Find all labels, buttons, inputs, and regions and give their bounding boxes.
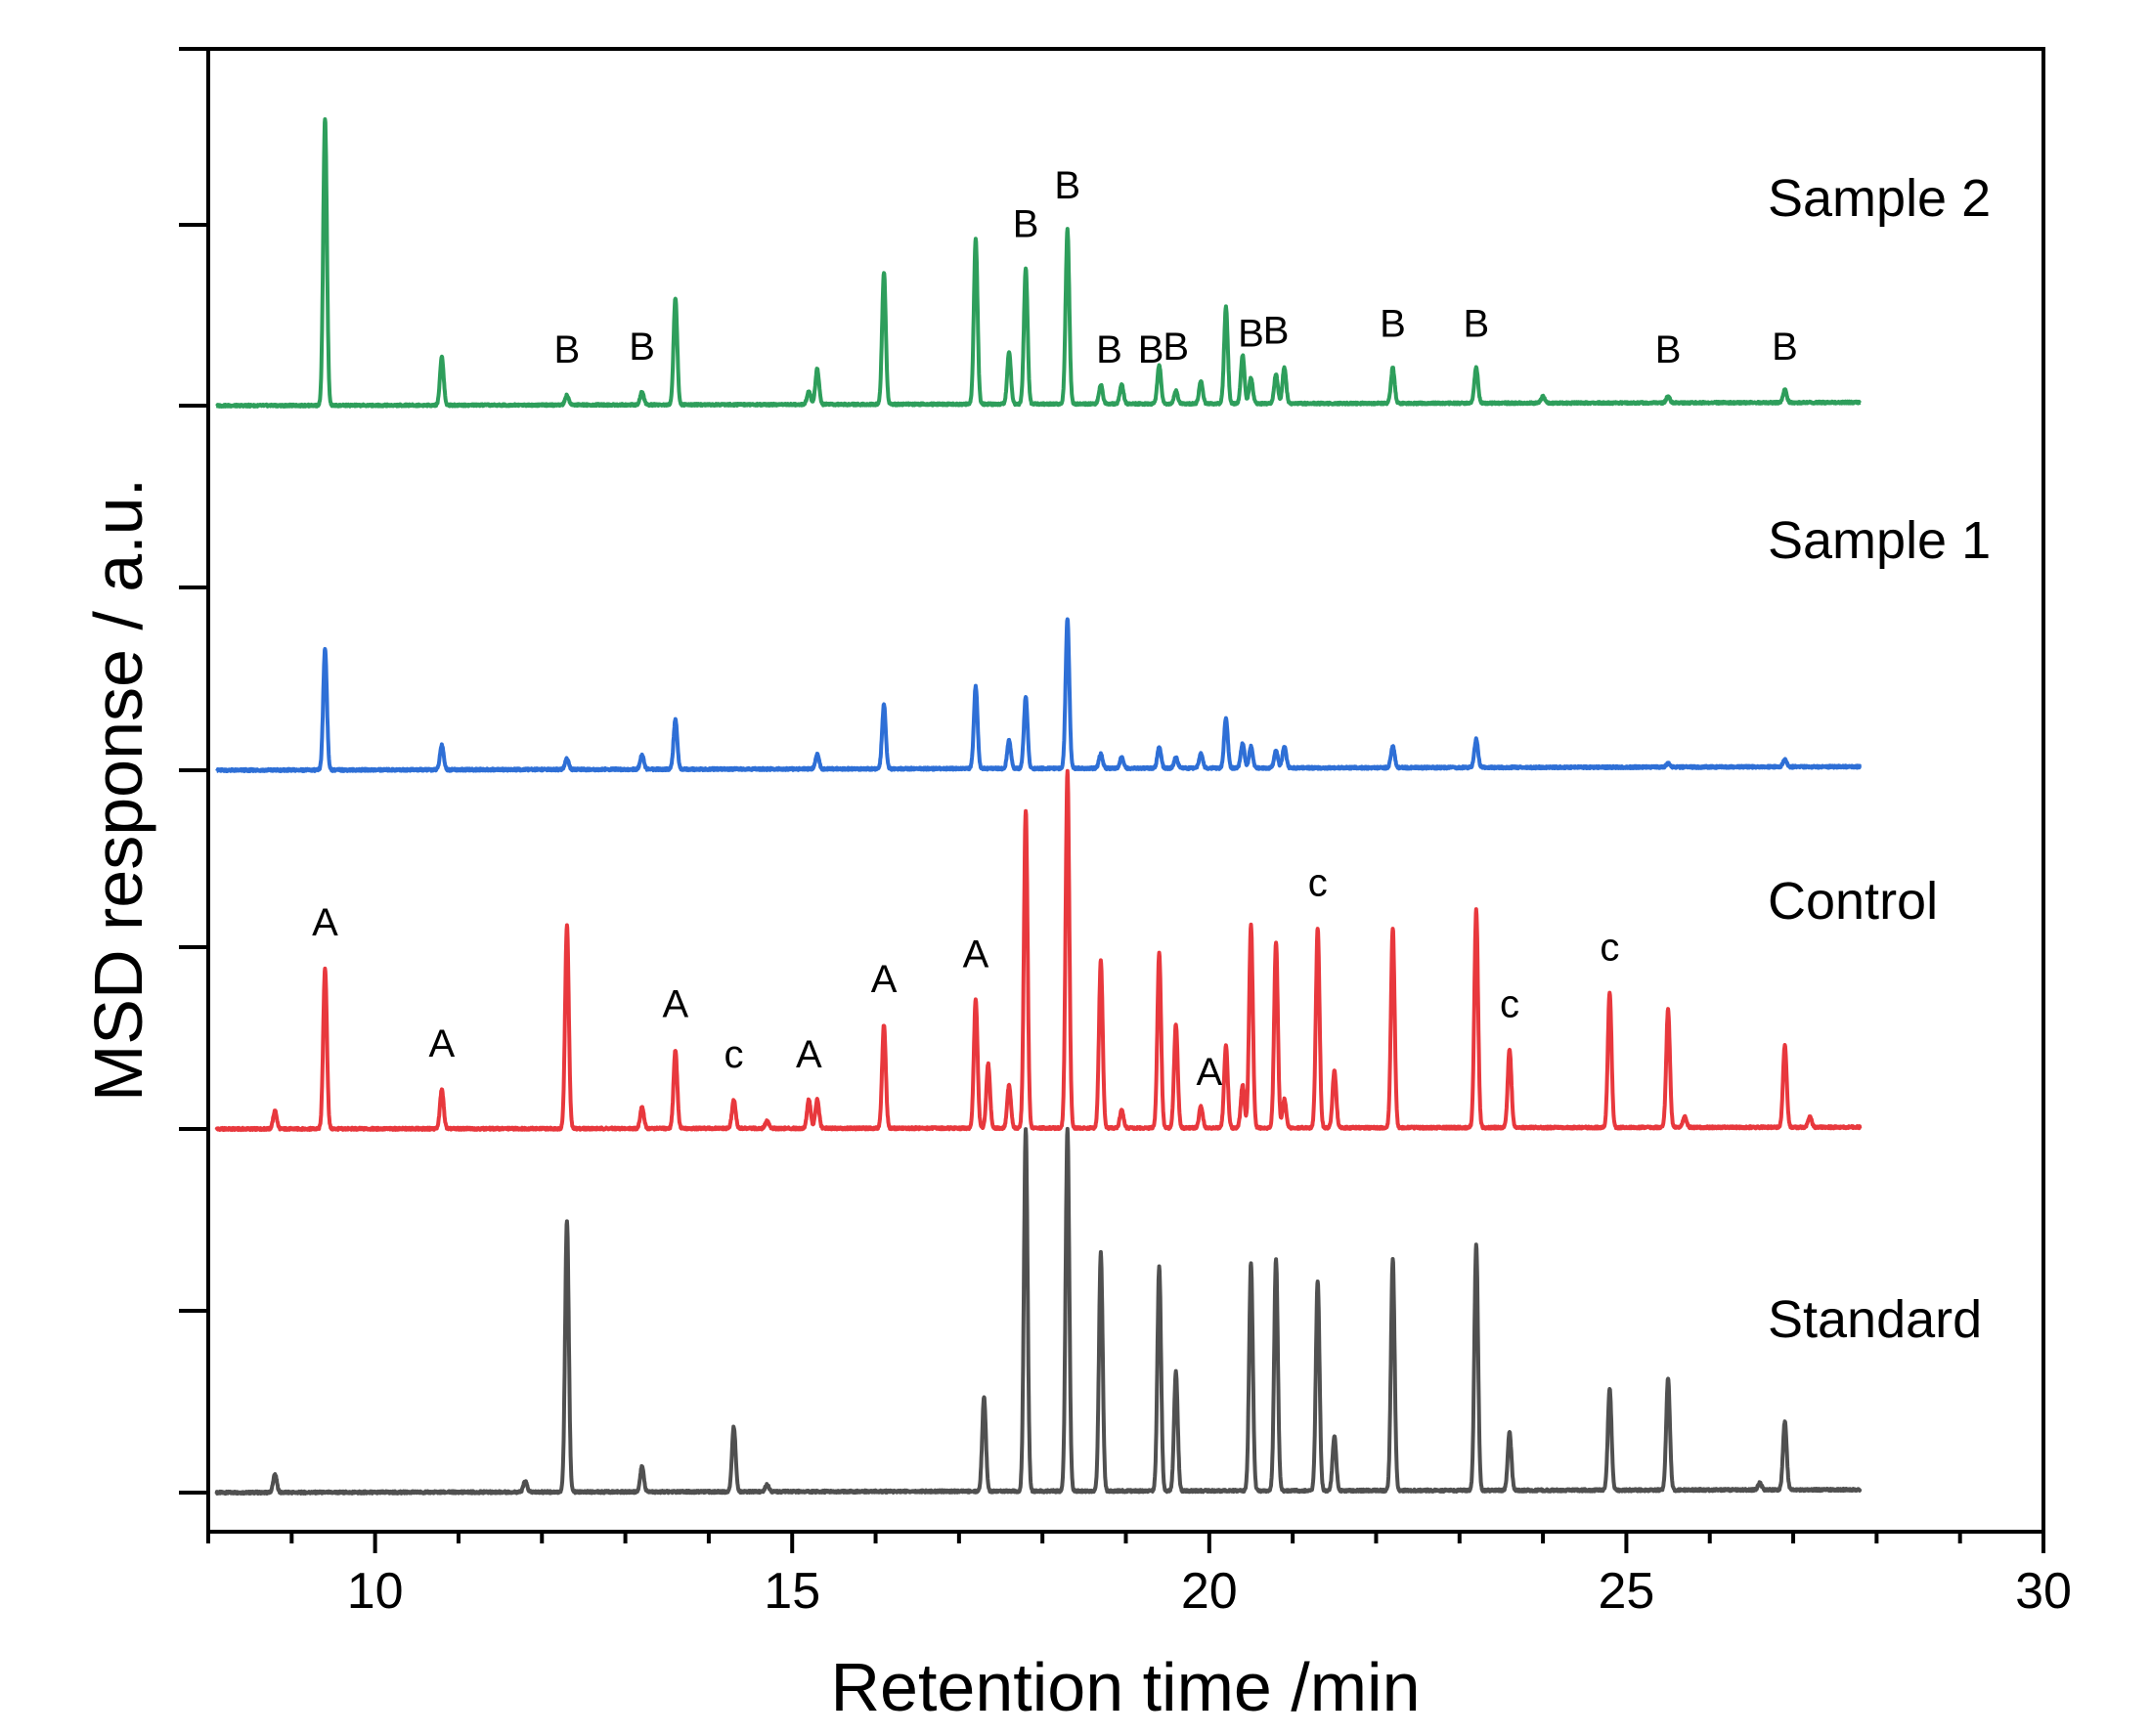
peak-label: B [1238,313,1264,356]
peak-label: A [1196,1051,1222,1094]
x-tick-label: 30 [2015,1563,2072,1620]
series-name: Sample 1 [1768,511,1991,570]
x-axis-label: Retention time /min [830,1649,1420,1725]
peak-label: B [1772,326,1798,369]
peak-label: B [1263,309,1290,352]
peak-label: B [1096,328,1122,371]
series-name: Sample 2 [1768,169,1991,228]
peak-label: c [1600,926,1619,969]
peak-label: B [554,328,581,371]
trace-sample-1 [214,617,1863,773]
trace-sample-2 [214,117,1862,409]
peak-label: B [1163,326,1189,369]
y-axis-ticks [179,47,208,1495]
series-name: Control [1768,872,1938,931]
peak-label: c [1308,862,1328,905]
peak-label: A [871,958,898,1001]
series-names: Standard Control Sample 1 Sample 2 [1768,169,1991,1349]
trace-control [214,768,1863,1133]
peak-label: B [1138,328,1164,371]
peak-label: c [1500,983,1519,1026]
peak-label: A [429,1022,456,1065]
x-tick-label: 20 [1181,1563,1238,1620]
peak-label: A [796,1033,822,1076]
peak-label: B [1380,303,1406,346]
x-tick-label: 25 [1598,1563,1654,1620]
x-tick-label: 15 [764,1563,820,1620]
peak-label: B [1054,164,1080,207]
peak-label: B [1463,303,1489,346]
x-tick-label: 10 [347,1563,404,1620]
peak-label: A [662,983,688,1026]
y-axis-label: MSD response / a.u. [80,478,156,1102]
peak-label: B [1655,328,1682,371]
peak-label: c [724,1033,744,1076]
traces [214,117,1863,1497]
x-axis: 10 15 20 25 30 [206,1532,2072,1620]
peak-label: B [1013,202,1039,245]
trace-standard [214,1126,1863,1497]
peak-label: A [312,901,338,944]
series-name: Standard [1768,1290,1982,1349]
peak-label: B [629,326,655,369]
peak-label: A [963,933,989,976]
